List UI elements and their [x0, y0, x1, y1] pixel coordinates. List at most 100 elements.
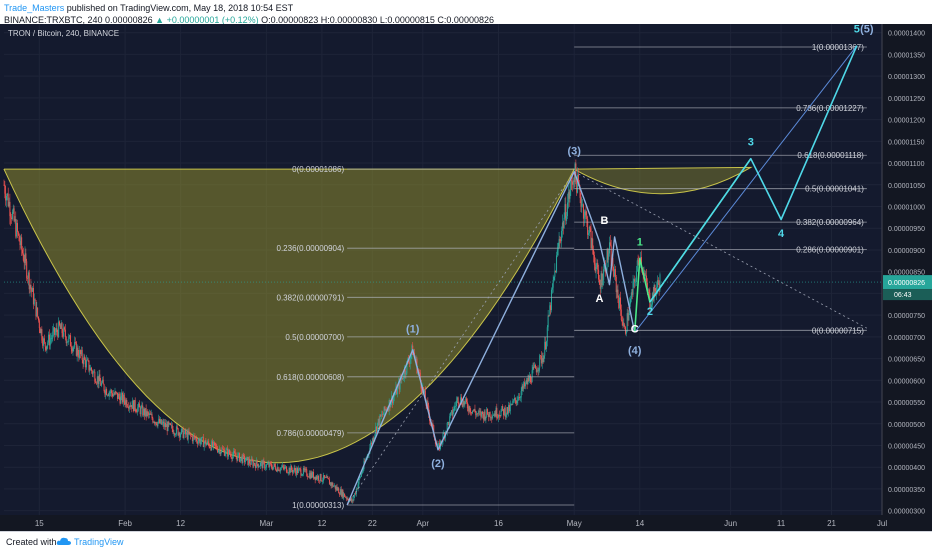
- candle-body: [148, 413, 150, 415]
- candle-body: [147, 411, 149, 413]
- candle-body: [352, 499, 354, 501]
- wave-label: C: [631, 324, 639, 336]
- time-axis[interactable]: 15 Feb 12 Mar 12 22 Apr 16 May 14 Jun 11 21 Jul: [0, 515, 932, 531]
- candle-body: [362, 468, 364, 472]
- candle-body: [79, 350, 81, 359]
- candle-body: [130, 405, 132, 407]
- candle-body: [99, 374, 101, 382]
- candle-body: [575, 163, 577, 179]
- candle-body: [530, 382, 532, 383]
- candle-body: [516, 400, 518, 404]
- candle-body: [164, 422, 166, 428]
- candle-body: [188, 431, 190, 435]
- candle-body: [198, 439, 200, 442]
- candle-body: [529, 375, 531, 383]
- price-tick-label: 0.00001400: [888, 31, 925, 38]
- candle-body: [54, 332, 56, 335]
- candle-body: [566, 216, 568, 221]
- created-with-label: Created with: [6, 537, 57, 547]
- candle-body: [251, 459, 253, 461]
- candle-body: [80, 349, 82, 355]
- candle-body: [462, 400, 464, 407]
- candle-body: [410, 354, 412, 359]
- candle-body: [299, 468, 301, 470]
- candle-body: [64, 329, 66, 338]
- candle-body: [74, 342, 76, 343]
- candle-body: [290, 465, 292, 473]
- candle-body: [271, 467, 273, 470]
- time-tick-label: May: [567, 519, 582, 528]
- candle-body: [471, 410, 473, 414]
- candle-body: [376, 422, 378, 432]
- candle-body: [286, 472, 288, 474]
- candle-body: [236, 456, 238, 461]
- candle-body: [190, 433, 192, 436]
- candle-body: [122, 394, 124, 403]
- candle-body: [214, 442, 216, 446]
- candle-body: [379, 414, 381, 426]
- candle-body: [291, 469, 293, 473]
- candle-body: [467, 408, 469, 412]
- candle-body: [228, 450, 230, 454]
- candle-body: [540, 355, 542, 356]
- candle-body: [93, 371, 95, 373]
- tradingview-logo[interactable]: TradingView: [56, 535, 124, 549]
- candle-body: [507, 407, 509, 414]
- candle-body: [301, 475, 303, 477]
- candle-body: [653, 284, 655, 301]
- candle-body: [75, 342, 77, 356]
- candle-body: [177, 428, 179, 436]
- candle-body: [15, 219, 17, 237]
- candle-body: [247, 457, 249, 465]
- price-chart[interactable]: 0(0.00001086) 0.236(0.00000904) 0.382(0.00…: [0, 24, 932, 531]
- price-tick-label: 0.00001050: [888, 183, 925, 190]
- candle-series: [3, 159, 661, 504]
- candle-body: [487, 408, 489, 415]
- candle-body: [20, 237, 22, 245]
- candle-body: [235, 455, 237, 457]
- candle-body: [419, 372, 421, 381]
- price-tick-label: 0.00001200: [888, 118, 925, 125]
- wave-drawings: [346, 45, 868, 506]
- candle-body: [143, 408, 145, 416]
- candle-body: [305, 469, 307, 470]
- candle-body: [268, 463, 270, 467]
- author-name[interactable]: Trade_Masters: [4, 3, 65, 13]
- candle-body: [32, 287, 34, 292]
- candle-body: [11, 217, 13, 220]
- candle-body: [373, 437, 375, 441]
- candle-body: [590, 228, 592, 249]
- price-axis[interactable]: 0.00001400 0.00001350 0.00001300 0.00001250…: [4, 24, 932, 516]
- candle-body: [591, 238, 593, 249]
- candle-body: [415, 358, 417, 361]
- candle-body: [489, 412, 491, 418]
- candle-body: [68, 336, 70, 342]
- last-price-tag: [883, 275, 932, 290]
- candle-body: [550, 289, 552, 311]
- candle-body: [342, 490, 344, 498]
- candle-body: [318, 475, 320, 481]
- candle-body: [81, 349, 83, 361]
- candle-body: [533, 366, 535, 368]
- candle-body: [318, 480, 320, 482]
- candle-body: [170, 423, 172, 425]
- candle-body: [564, 204, 566, 218]
- candle-body: [14, 219, 16, 221]
- candle-body: [281, 465, 283, 468]
- candle-body: [496, 407, 498, 418]
- candle-body: [457, 397, 459, 404]
- candle-body: [470, 412, 472, 413]
- fib-extension-label: 0.5(0.00001041): [805, 185, 864, 194]
- candle-body: [581, 204, 583, 207]
- candle-body: [535, 364, 537, 369]
- candle-body: [526, 379, 528, 385]
- candle-body: [6, 193, 8, 196]
- candle-body: [634, 279, 636, 283]
- candle-body: [404, 369, 406, 375]
- candle-body: [160, 419, 162, 425]
- price-tick-label: 0.00001300: [888, 74, 925, 81]
- candle-body: [380, 414, 382, 417]
- candle-body: [646, 282, 648, 291]
- candle-body: [330, 482, 332, 486]
- candle-body: [577, 174, 579, 193]
